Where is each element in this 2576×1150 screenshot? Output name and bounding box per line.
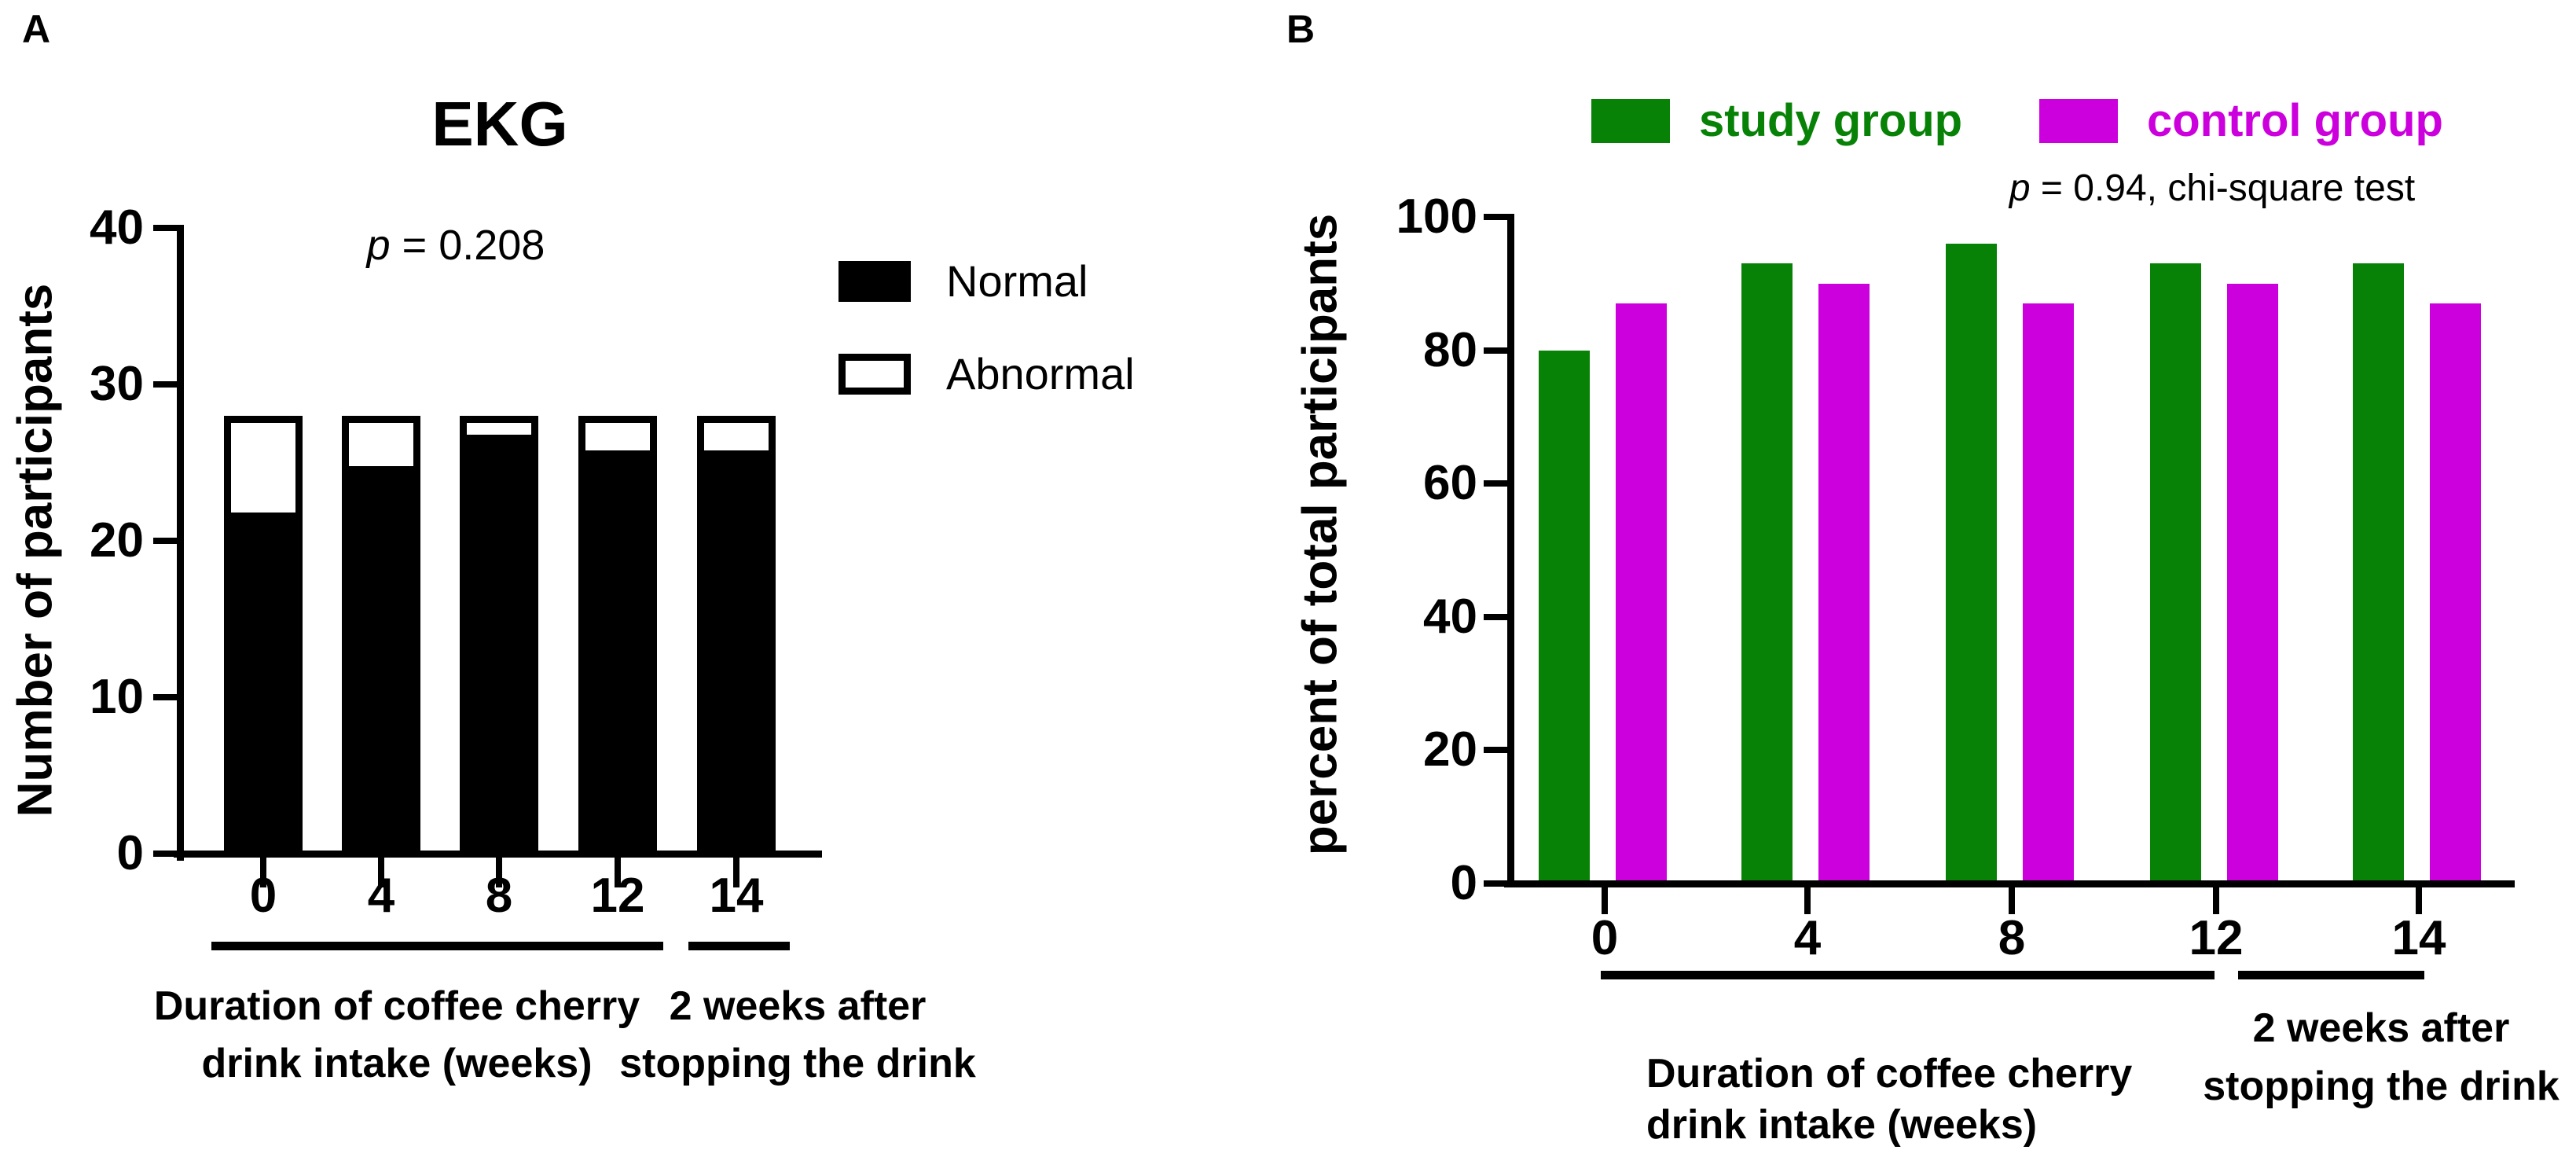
chart-b-bar-control-group-4 bbox=[1818, 284, 1870, 884]
chart-a-group-underline-intake bbox=[211, 942, 663, 950]
chart-b-group-underline-intake bbox=[1601, 971, 2215, 979]
chart-b-y-tick-label-60: 60 bbox=[1423, 456, 1477, 510]
panel-b-label: B bbox=[1286, 7, 1316, 51]
legend-a-abnormal-swatch bbox=[838, 354, 911, 395]
chart-b-x-tick-label-4: 4 bbox=[1793, 911, 1822, 965]
chart-a-bar-4 bbox=[342, 416, 420, 857]
chart-b-caption-intake-line2: drink intake (weeks) bbox=[1646, 1102, 2038, 1148]
chart-a-p-symbol: p bbox=[366, 222, 391, 269]
chart-b-x-tick-label-8: 8 bbox=[1998, 911, 2026, 965]
chart-a-x-tick-label-4: 4 bbox=[367, 869, 395, 923]
legend-b-control-swatch bbox=[2039, 99, 2118, 143]
chart-b-y-tick-label-80: 80 bbox=[1423, 323, 1477, 377]
chart-b-x-tick-14 bbox=[2416, 887, 2422, 914]
chart-a-y-tick-20 bbox=[153, 538, 177, 544]
chart-b-p-symbol: p bbox=[2009, 167, 2031, 209]
chart-b-y-axis bbox=[1507, 214, 1514, 887]
chart-b-y-tick-20 bbox=[1484, 747, 1507, 753]
chart-b-y-tick-label-0: 0 bbox=[1450, 856, 1477, 910]
chart-a-bar-12 bbox=[578, 416, 657, 857]
chart-a-x-tick-8 bbox=[496, 858, 502, 887]
chart-a-caption-intake-line1: Duration of coffee cherry bbox=[153, 983, 640, 1029]
chart-a-y-tick-label-0: 0 bbox=[116, 826, 144, 880]
chart-b-p-value: p = 0.94, chi-square test bbox=[2009, 167, 2415, 211]
chart-b-bar-control-group-14 bbox=[2430, 303, 2481, 884]
chart-a-x-tick-label-12: 12 bbox=[590, 869, 645, 923]
chart-b-bar-control-group-12 bbox=[2227, 284, 2278, 884]
chart-a-caption-after-line2: stopping the drink bbox=[619, 1041, 976, 1086]
chart-a-bar-4-normal-segment bbox=[349, 466, 413, 850]
chart-a-y-tick-label-10: 10 bbox=[90, 670, 144, 724]
chart-a-y-tick-10 bbox=[153, 694, 177, 700]
chart-a-x-tick-14 bbox=[733, 858, 739, 887]
chart-a-x-axis bbox=[174, 851, 822, 858]
chart-a-title: EKG bbox=[431, 89, 568, 159]
chart-b-x-tick-label-0: 0 bbox=[1591, 911, 1619, 965]
chart-b-x-tick-4 bbox=[1804, 887, 1811, 914]
chart-b-x-tick-0 bbox=[1602, 887, 1608, 914]
chart-a-bar-8 bbox=[460, 416, 538, 857]
chart-b-caption-after-line1: 2 weeks after bbox=[2252, 1005, 2510, 1051]
chart-a-x-tick-12 bbox=[615, 858, 621, 887]
chart-b-x-tick-8 bbox=[2009, 887, 2015, 914]
chart-a-x-tick-label-0: 0 bbox=[249, 869, 277, 923]
chart-b-bar-study-group-14 bbox=[2353, 263, 2404, 884]
chart-a-group-underline-after bbox=[688, 942, 790, 950]
chart-b-x-tick-label-12: 12 bbox=[2189, 911, 2244, 965]
chart-b-y-tick-60 bbox=[1484, 480, 1507, 487]
chart-b-x-tick-label-14: 14 bbox=[2391, 911, 2446, 965]
chart-b-y-tick-0 bbox=[1484, 880, 1507, 887]
chart-b-bar-study-group-4 bbox=[1741, 263, 1793, 884]
chart-b-group-underline-after bbox=[2238, 971, 2424, 979]
chart-a-bar-14-normal-segment bbox=[704, 450, 769, 850]
chart-a-caption-after-line1: 2 weeks after bbox=[669, 983, 927, 1029]
chart-a-y-tick-label-20: 20 bbox=[90, 513, 144, 568]
chart-a-y-tick-30 bbox=[153, 381, 177, 388]
chart-b-y-tick-100 bbox=[1484, 214, 1507, 220]
chart-b-x-axis bbox=[1504, 880, 2515, 887]
chart-b-y-tick-40 bbox=[1484, 614, 1507, 620]
chart-a-caption-intake-line2: drink intake (weeks) bbox=[201, 1041, 593, 1086]
chart-b-bar-study-group-12 bbox=[2150, 263, 2201, 884]
chart-a-y-axis bbox=[177, 225, 184, 861]
chart-a-bar-0-normal-segment bbox=[231, 513, 295, 850]
legend-b-study-label: study group bbox=[1699, 95, 1963, 146]
panel-a-label: A bbox=[22, 7, 51, 51]
chart-a-y-tick-label-40: 40 bbox=[90, 200, 144, 255]
chart-a-x-tick-label-14: 14 bbox=[709, 869, 764, 923]
chart-a-p-value: p = 0.208 bbox=[367, 222, 545, 269]
chart-b-bar-study-group-8 bbox=[1946, 244, 1997, 884]
chart-a-y-tick-label-30: 30 bbox=[90, 357, 144, 411]
chart-b-caption-after-line2: stopping the drink bbox=[2203, 1064, 2559, 1109]
chart-b-bar-study-group-0 bbox=[1539, 351, 1590, 884]
legend-a-abnormal-label: Abnormal bbox=[946, 349, 1135, 399]
chart-a-y-tick-0 bbox=[153, 851, 177, 857]
chart-b-bar-control-group-8 bbox=[2023, 303, 2074, 884]
chart-a-bar-14 bbox=[697, 416, 776, 857]
chart-a-bar-8-normal-segment bbox=[467, 435, 531, 850]
chart-a-y-tick-40 bbox=[153, 225, 177, 231]
chart-b-y-tick-80 bbox=[1484, 347, 1507, 354]
legend-b-study-swatch bbox=[1591, 99, 1670, 143]
chart-a-bar-0 bbox=[224, 416, 303, 857]
chart-a-x-tick-4 bbox=[378, 858, 384, 887]
chart-b-caption-intake-line1: Duration of coffee cherry bbox=[1646, 1051, 2133, 1097]
chart-a-x-tick-label-8: 8 bbox=[485, 869, 513, 923]
chart-b-y-tick-label-20: 20 bbox=[1423, 722, 1477, 777]
chart-b-p-rest: = 0.94, chi-square test bbox=[2030, 167, 2416, 209]
legend-a-normal-label: Normal bbox=[946, 256, 1088, 306]
legend-b-control-label: control group bbox=[2147, 95, 2443, 146]
chart-a-x-tick-0 bbox=[260, 858, 266, 887]
chart-a-bar-12-normal-segment bbox=[585, 450, 650, 850]
chart-b-y-tick-label-40: 40 bbox=[1423, 590, 1477, 644]
chart-b-x-tick-12 bbox=[2213, 887, 2219, 914]
legend-a-normal-swatch bbox=[838, 261, 911, 302]
chart-b-y-tick-label-100: 100 bbox=[1396, 189, 1477, 244]
chart-b-bar-control-group-0 bbox=[1616, 303, 1667, 884]
chart-a-p-rest: = 0.208 bbox=[390, 222, 545, 269]
